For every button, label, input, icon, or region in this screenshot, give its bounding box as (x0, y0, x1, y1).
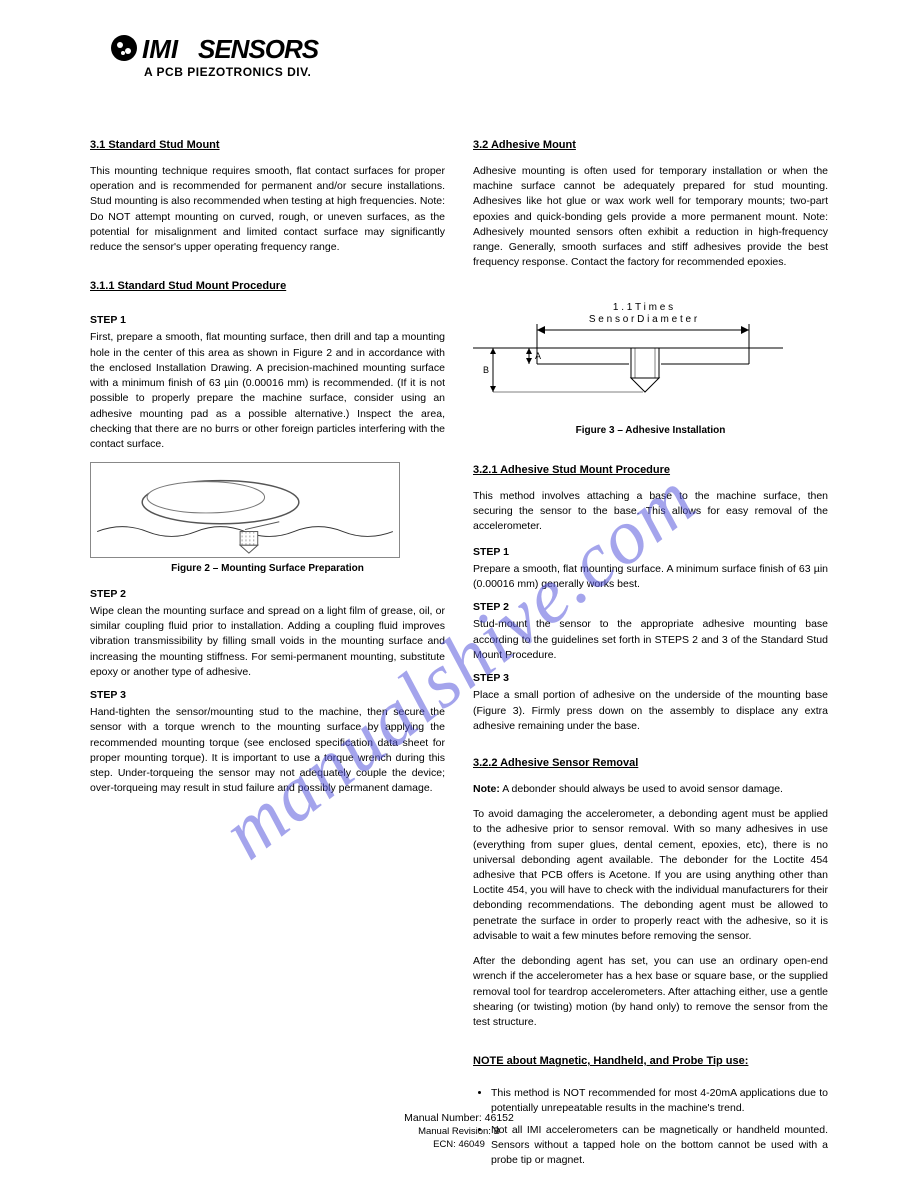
figure-caption: Figure 2 – Mounting Surface Preparation (90, 562, 445, 577)
svg-text:B: B (483, 365, 489, 375)
page-footer: Manual Number: 46152 Manual Revision: B … (0, 1112, 918, 1150)
paragraph: This method involves attaching a base to… (473, 489, 828, 535)
right-column: 3.2 Adhesive Mount Adhesive mounting is … (473, 124, 828, 1178)
footer-line: ECN: 46049 (0, 1139, 918, 1150)
footer-line: Manual Revision: B (0, 1126, 918, 1137)
paragraph: To avoid damaging the accelerometer, a d… (473, 807, 828, 944)
svg-text:SENSORS: SENSORS (198, 34, 320, 64)
paragraph: This mounting technique requires smooth,… (90, 164, 445, 255)
two-column-layout: 3.1 Standard Stud Mount This mounting te… (90, 124, 828, 1178)
fig3-title1: 1 . 1 T i m e s (613, 302, 673, 313)
left-column: 3.1 Standard Stud Mount This mounting te… (90, 124, 445, 1178)
svg-text:IMI: IMI (142, 34, 179, 64)
section-heading: 3.2 Adhesive Mount (473, 138, 576, 154)
step-label: STEP 2 (90, 587, 445, 602)
figure-caption: Figure 3 – Adhesive Installation (473, 424, 828, 439)
footer-line: Manual Number: 46152 (0, 1112, 918, 1124)
fig3-title2: S e n s o r D i a m e t e r (589, 314, 698, 325)
imi-logo: IMI SENSORS A PCB PIEZOTRONICS DIV. (108, 28, 338, 90)
page-root: IMI SENSORS A PCB PIEZOTRONICS DIV. 3.1 … (0, 0, 918, 1188)
step-label: STEP 1 (90, 313, 445, 328)
section-heading: 3.1.1 Standard Stud Mount Procedure (90, 279, 286, 295)
step-label: STEP 2 (473, 600, 828, 615)
section-heading: 3.1 Standard Stud Mount (90, 138, 220, 154)
paragraph: Adhesive mounting is often used for temp… (473, 164, 828, 271)
paragraph: Place a small portion of adhesive on the… (473, 688, 828, 734)
step-label: STEP 1 (473, 545, 828, 560)
paragraph: Hand-tighten the sensor/mounting stud to… (90, 705, 445, 796)
paragraph: Stud-mount the sensor to the appropriate… (473, 617, 828, 663)
paragraph: After the debonding agent has set, you c… (473, 954, 828, 1030)
paragraph: Wipe clean the mounting surface and spre… (90, 604, 445, 680)
paragraph: Note: A debonder should always be used t… (473, 782, 828, 797)
svg-text:A: A (535, 351, 541, 361)
section-heading: NOTE about Magnetic, Handheld, and Probe… (473, 1054, 748, 1070)
section-heading: 3.2.2 Adhesive Sensor Removal (473, 756, 638, 772)
section-heading: 3.2.1 Adhesive Stud Mount Procedure (473, 463, 670, 479)
paragraph: Prepare a smooth, flat mounting surface.… (473, 562, 828, 592)
figure-2-drawing (90, 462, 400, 558)
step-label: STEP 3 (90, 688, 445, 703)
step-label: STEP 3 (473, 671, 828, 686)
paragraph: First, prepare a smooth, flat mounting s… (90, 330, 445, 452)
figure-3-drawing: 1 . 1 T i m e s S e n s o r D i a m e t … (473, 298, 783, 418)
svg-text:A PCB PIEZOTRONICS DIV.: A PCB PIEZOTRONICS DIV. (144, 65, 311, 79)
